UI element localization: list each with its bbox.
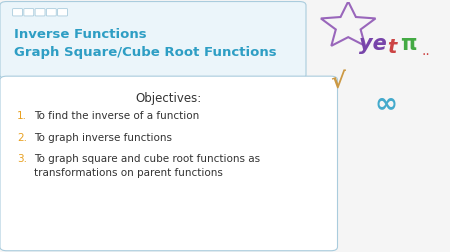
Text: 3.: 3. (17, 154, 27, 164)
FancyBboxPatch shape (46, 10, 56, 17)
Text: ..: .. (421, 44, 430, 57)
Text: Graph Square/Cube Root Functions: Graph Square/Cube Root Functions (14, 45, 276, 58)
Text: Inverse Functions: Inverse Functions (14, 28, 146, 41)
FancyBboxPatch shape (0, 3, 306, 79)
Text: √: √ (330, 71, 345, 91)
Text: To graph inverse functions: To graph inverse functions (34, 132, 172, 142)
Text: 2.: 2. (17, 132, 27, 142)
Text: To graph square and cube root functions as
transformations on parent functions: To graph square and cube root functions … (34, 154, 260, 177)
Text: To find the inverse of a function: To find the inverse of a function (34, 111, 199, 121)
Text: π: π (400, 34, 417, 53)
FancyBboxPatch shape (35, 10, 45, 17)
FancyBboxPatch shape (24, 10, 34, 17)
FancyBboxPatch shape (0, 77, 338, 251)
Text: 1.: 1. (17, 111, 27, 121)
Text: ye: ye (359, 34, 387, 53)
Text: ∞: ∞ (374, 89, 397, 117)
Text: t: t (387, 38, 397, 57)
FancyBboxPatch shape (58, 10, 68, 17)
FancyBboxPatch shape (13, 10, 22, 17)
Text: Objectives:: Objectives: (135, 92, 202, 105)
